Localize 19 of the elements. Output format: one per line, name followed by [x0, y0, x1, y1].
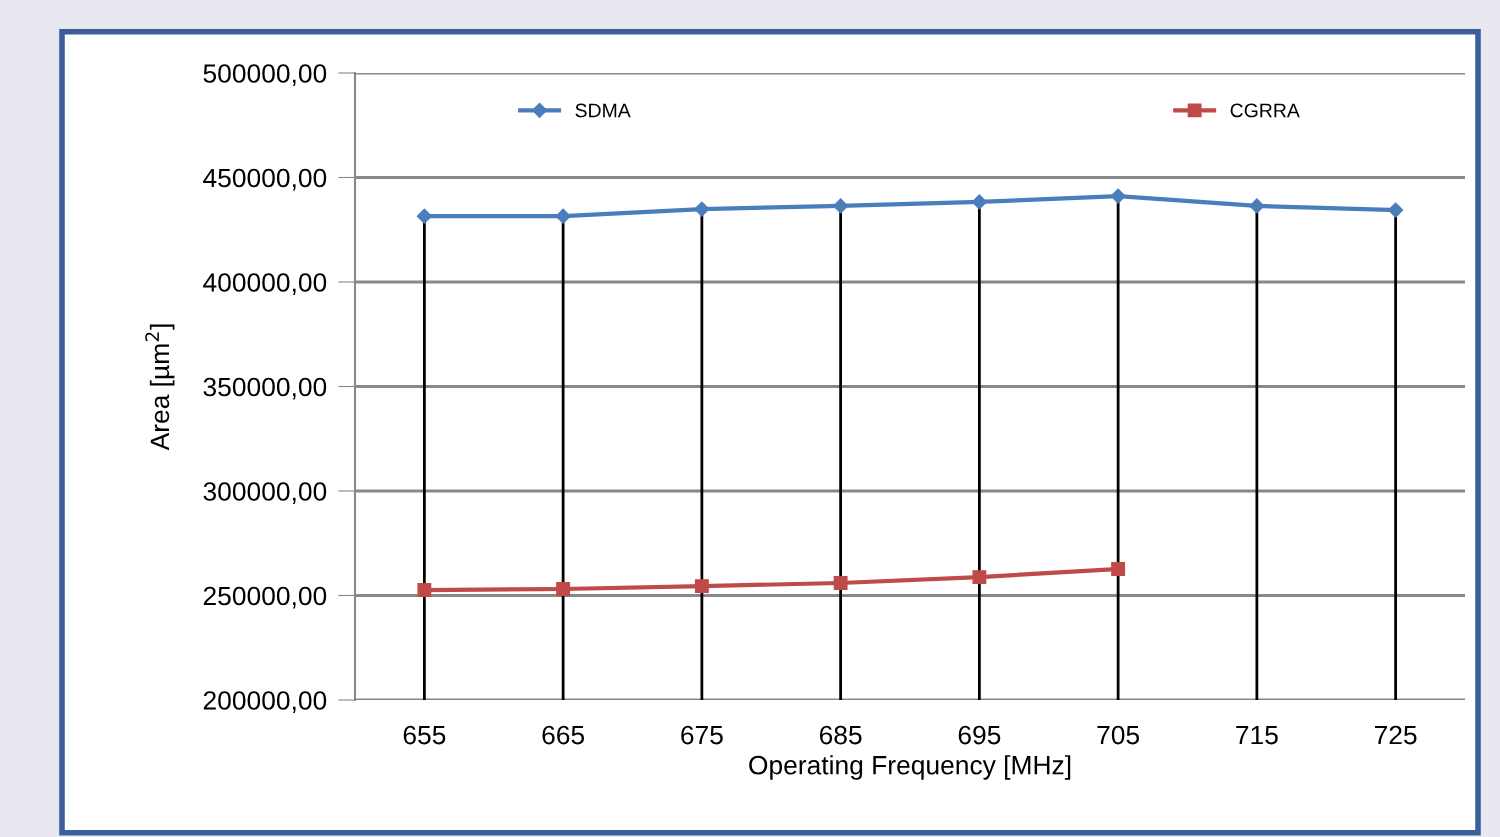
x-tick-label: 715 — [1236, 725, 1278, 745]
x-tick-label: 655 — [403, 725, 446, 745]
legend-label: SDMA — [575, 103, 631, 118]
y-tick-label: 400000,00 — [203, 273, 327, 295]
x-tick-label: 675 — [681, 725, 723, 745]
x-tick-label: 665 — [542, 725, 585, 745]
y-tick-label: 200000,00 — [203, 691, 327, 713]
x-tick-label: 685 — [819, 725, 862, 745]
y-tick-label: 350000,00 — [203, 377, 327, 400]
x-tick-label: 725 — [1374, 725, 1417, 745]
x-axis-title: Operating Frequency [MHz] — [749, 755, 1071, 780]
y-tick-label: 300000,00 — [203, 482, 327, 504]
y-tick-label: 450000,00 — [203, 168, 327, 191]
y-tick-label: 250000,00 — [203, 586, 327, 609]
y-tick-label: 500000,00 — [203, 64, 327, 86]
legend-label: CGRRA — [1230, 103, 1300, 118]
y-axis-title: Area [µm$^{2}$] — [145, 324, 175, 451]
x-tick-label: 705 — [1097, 725, 1140, 745]
x-tick-label: 695 — [958, 725, 1001, 745]
